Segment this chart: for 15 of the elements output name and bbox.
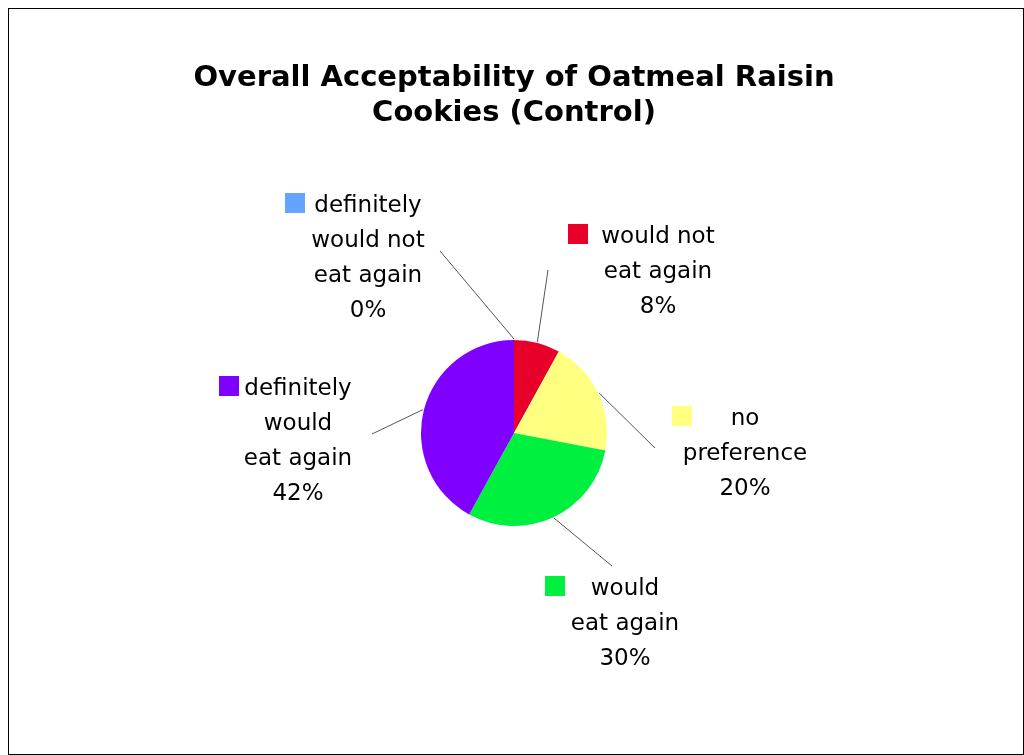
pie-slice — [514, 340, 559, 433]
legend-label: would eat again — [570, 573, 680, 635]
data-label: 30% — [599, 643, 651, 670]
pie-slice — [421, 340, 514, 515]
legend-label: would not eat again — [601, 221, 715, 283]
legend-label: no preference — [682, 403, 808, 465]
text: 0% — [349, 295, 387, 322]
pie-slice — [514, 351, 607, 451]
data-label: 42% — [272, 478, 324, 505]
chart-title: Overall Acceptability of Oatmeal Raisin Cookies (Control) — [193, 59, 835, 128]
data-label: 8% — [639, 291, 677, 318]
pie-slice — [469, 433, 606, 526]
legend-label: definitely would not eat again — [311, 190, 425, 287]
legend-label: definitely would eat again — [243, 373, 353, 470]
data-label: 20% — [719, 473, 771, 500]
